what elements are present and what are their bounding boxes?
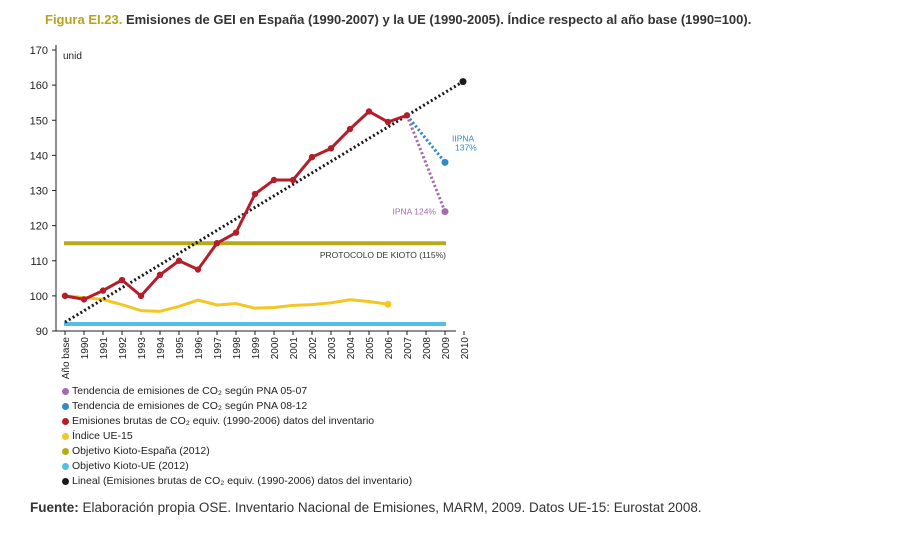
legend-item-spain: Emisiones brutas de CO₂ equiv. (1990-200… [62,414,412,429]
chart-legend: Tendencia de emisiones de CO₂ según PNA … [62,384,412,489]
legend-label: Objetivo Kioto-España (2012) [72,445,210,457]
eu15-end-point [384,300,392,308]
legend-marker [62,463,69,470]
legend-marker [62,433,69,440]
spain-emissions-point [175,257,183,264]
legend-marker [62,478,69,485]
x-tick-label: 1992 [118,337,129,360]
legend-item-eu15: Índice UE-15 [62,429,412,444]
x-tick-label: 2000 [270,337,281,360]
spain-emissions-point [213,239,221,247]
spain-emissions-point [194,266,202,273]
y-tick-label: 90 [36,326,48,338]
legend-label: Tendencia de emisiones de CO₂ según PNA … [72,400,308,412]
x-tick-label: 1996 [194,337,205,360]
x-tick-label: 1991 [99,337,110,360]
spain-emissions-point [80,296,88,303]
y-tick-label: 110 [30,256,48,268]
y-tick-label: 160 [30,80,48,92]
spain-emissions-point [99,287,107,294]
x-tick-label: 2001 [289,337,300,360]
x-tick-label: 2005 [365,337,376,360]
figure-label: Figura EI.23. [45,12,123,27]
figure-title-text: Emisiones de GEI en España (1990-2007) y… [125,12,752,27]
kyoto-spain-label: PROTOCOLO DE KIOTO (115%) [320,250,446,260]
legend-item-linear: Lineal (Emisiones brutas de CO₂ equiv. (… [62,474,412,489]
legend-label: Lineal (Emisiones brutas de CO₂ equiv. (… [72,475,413,487]
pna0812-end-point [441,158,449,166]
x-tick-label: 1999 [251,337,262,360]
x-tick-label: 2010 [460,337,471,360]
x-tick-label: 2004 [346,337,357,360]
legend-marker [62,418,69,425]
legend-label: Tendencia de emisiones de CO₂ según PNA … [72,385,308,397]
spain-emissions-point [384,118,392,126]
source-text: Elaboración propia OSE. Inventario Nacio… [82,500,702,515]
line-chart: 90 100 110 120 130 140 150 160 170 unid Año base 19… [30,45,477,380]
x-tick-label: 1998 [232,337,243,360]
x-tick-label: 1994 [156,337,167,360]
y-tick-label: 140 [30,150,48,162]
x-tick-label: 2006 [384,337,395,360]
linear-trend-line [64,80,464,324]
spain-emissions-point [289,176,297,184]
legend-item-pna0812: Tendencia de emisiones de CO₂ según PNA … [62,399,412,414]
source-label: Fuente: [30,500,79,515]
y-unit-label: unid [63,51,82,62]
spain-emissions-point [346,125,354,133]
x-tick-label: 2003 [327,337,338,360]
y-tick-label: 130 [30,186,48,198]
legend-label: Emisiones brutas de CO₂ equiv. (1990-200… [72,415,375,427]
spain-emissions-point [365,108,373,115]
spain-emissions-point [137,292,145,300]
legend-marker [62,448,69,455]
legend-label: Índice UE-15 [72,430,133,442]
x-tick-label: 2009 [441,337,452,360]
legend-item-pna0507: Tendencia de emisiones de CO₂ según PNA … [62,384,412,399]
spain-emissions-point [118,276,126,284]
pna0507-projection-line [405,114,447,213]
y-tick-label: 150 [30,115,48,127]
pna0812-label-name: IIPNA [452,133,475,143]
x-tick-label: 1990 [80,337,91,360]
linear-trend-end-point [459,78,467,86]
spain-emissions-point [403,112,411,119]
legend-marker [62,403,69,410]
x-tick-label: 1997 [213,337,224,360]
spain-emissions-point [327,145,335,152]
y-tick-label: 170 [30,45,48,57]
pna0812-projection-line [405,114,447,164]
source-note: Fuente: Elaboración propia OSE. Inventar… [30,500,702,515]
pna0507-end-point [441,208,449,216]
y-tick-label: 120 [30,221,48,233]
pna0812-label-value: 137% [455,142,477,152]
x-tick-label: 2008 [422,337,433,360]
x-tick-label: 2002 [308,337,319,360]
legend-marker [62,388,69,395]
legend-label: Objetivo Kioto-UE (2012) [72,460,189,472]
spain-emissions-point [61,292,69,300]
x-tick-label: 1995 [175,337,186,360]
legend-item-kyoto_es: Objetivo Kioto-España (2012) [62,444,412,459]
eu15-line [64,294,389,313]
figure-title: Figura EI.23. Emisiones de GEI en España… [45,12,751,27]
spain-emissions-line [64,109,408,301]
spain-emissions-point [232,229,240,236]
legend-item-kyoto_eu: Objetivo Kioto-UE (2012) [62,459,412,474]
spain-emissions-point [308,153,316,161]
pna0507-label: IPNA 124% [393,207,437,217]
spain-emissions-point [156,271,164,278]
x-tick-label: 2007 [403,337,414,360]
spain-emissions-point [270,176,278,184]
spain-emissions-point [251,190,259,198]
x-tick-label: Año base [61,337,72,380]
y-tick-label: 100 [30,291,48,303]
x-tick-label: 1993 [137,337,148,360]
